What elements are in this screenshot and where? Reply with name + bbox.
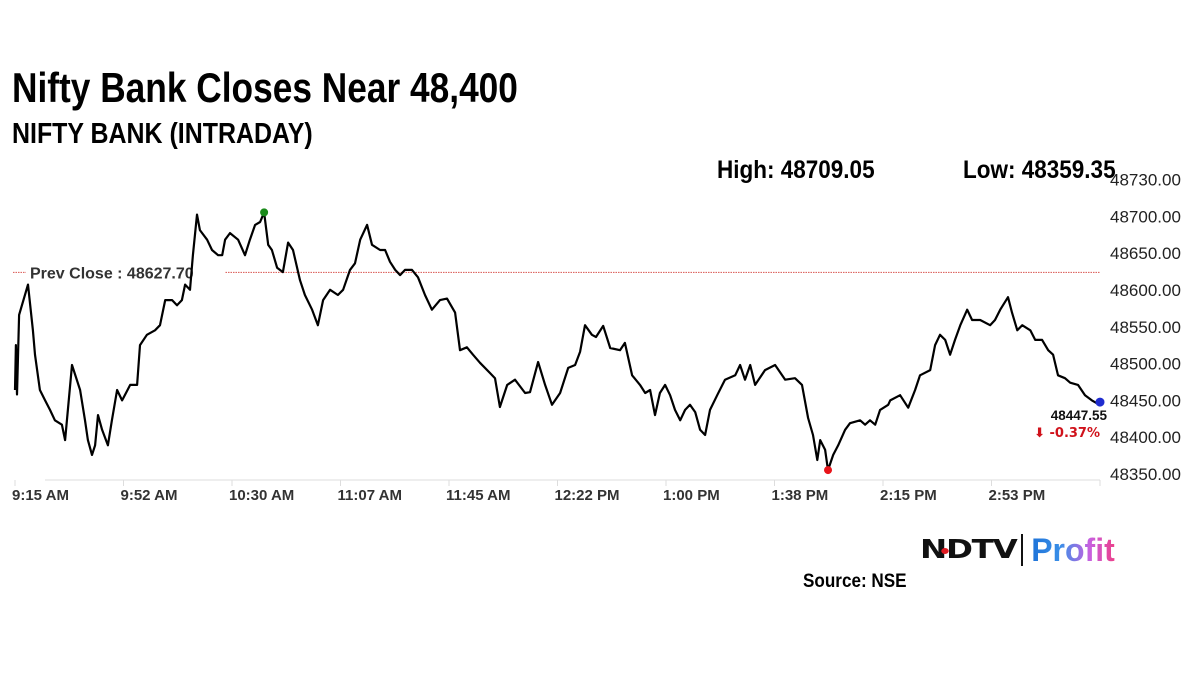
page-title: Nifty Bank Closes Near 48,400 bbox=[12, 64, 518, 111]
x-tick-label: 10:30 AM bbox=[229, 487, 294, 504]
ndtv-profit-logo: NDTV Profit bbox=[920, 530, 1115, 570]
x-tick-label: 11:07 AM bbox=[338, 487, 402, 504]
price-line bbox=[13, 211, 1101, 472]
y-tick-label: 48450.00 bbox=[1110, 391, 1181, 410]
x-tick-label: 1:38 PM bbox=[772, 487, 829, 504]
y-tick-label: 48400.00 bbox=[1110, 428, 1181, 447]
prev-close-label-bg bbox=[26, 262, 225, 283]
ndtv-logo-text: NDTV bbox=[920, 535, 1018, 565]
profit-logo-text: Profit bbox=[1031, 531, 1115, 568]
logo-separator bbox=[1021, 534, 1024, 566]
x-tick-label: 1:00 PM bbox=[663, 487, 720, 504]
high-label: High: 48709.05 bbox=[717, 156, 875, 184]
low-label: Low: 48359.35 bbox=[963, 156, 1116, 184]
x-tick-label: 2:15 PM bbox=[880, 487, 937, 504]
y-tick-label: 48350.00 bbox=[1110, 465, 1181, 484]
x-tick-label: 12:22 PM bbox=[555, 487, 620, 504]
close-marker bbox=[1095, 397, 1105, 407]
y-tick-label: 48600.00 bbox=[1110, 281, 1181, 300]
x-tick-label: 2:53 PM bbox=[989, 487, 1046, 504]
y-tick-label: 48700.00 bbox=[1110, 207, 1181, 226]
y-tick-label: 48550.00 bbox=[1110, 318, 1181, 337]
chart-subtitle: NIFTY BANK (INTRADAY) bbox=[12, 118, 313, 150]
x-tick-label: 9:52 AM bbox=[121, 487, 178, 504]
close-change-label: ⬇ -0.37% bbox=[1034, 426, 1100, 441]
low-marker bbox=[824, 466, 833, 475]
y-tick-label: 48650.00 bbox=[1110, 244, 1181, 263]
source-label: Source: NSE bbox=[803, 571, 907, 592]
y-tick-label: 48730.00 bbox=[1110, 171, 1181, 190]
x-tick-label: 9:15 AM bbox=[12, 487, 69, 504]
logo-red-dot bbox=[941, 548, 949, 554]
x-tick-label: 11:45 AM bbox=[446, 487, 510, 504]
y-tick-label: 48500.00 bbox=[1110, 355, 1181, 374]
close-value-label: 48447.55 bbox=[1051, 408, 1108, 423]
prev-close-label: Prev Close : 48627.70 bbox=[30, 265, 194, 282]
high-marker bbox=[260, 208, 269, 217]
